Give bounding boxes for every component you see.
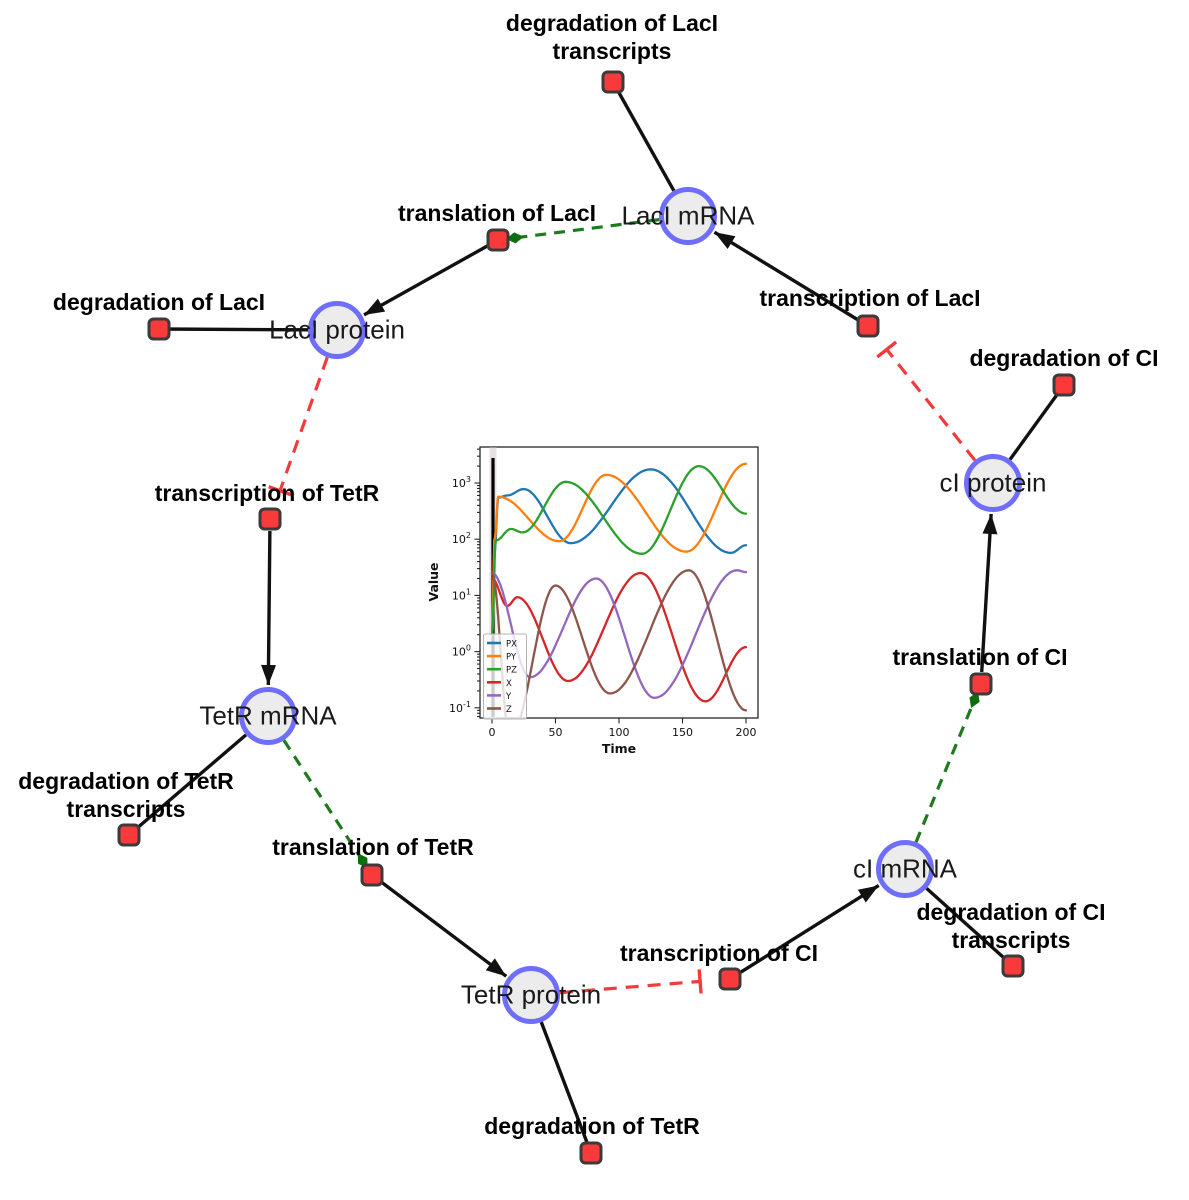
reaction-label-deg-ci: degradation of CI <box>969 345 1159 371</box>
reaction-node-tx-tetr[interactable] <box>258 507 282 531</box>
edge-production-tl-tetr-to-tetr-prot <box>380 880 508 978</box>
edge-production-tl-laci-to-laci-prot <box>363 244 489 317</box>
reaction-label-tl-ci: translation of CI <box>892 644 1068 670</box>
reaction-label-tx-tetr: transcription of TetR <box>154 480 380 506</box>
edge-modifier-ci-mrna-to-tl-ci <box>914 699 977 843</box>
chart-series-PZ <box>490 464 748 636</box>
arrow-head <box>261 664 277 686</box>
edge-inhibition-laci-prot-to-tx-tetr <box>278 356 329 492</box>
svg-text:0: 0 <box>489 726 496 739</box>
species-label-ci-mrna: cI mRNA <box>853 853 957 884</box>
reaction-node-deg-ci[interactable] <box>1052 373 1076 397</box>
reaction-node-tl-ci[interactable] <box>969 672 993 696</box>
edge-production-tx-laci-to-laci-mrna <box>713 230 859 322</box>
edge-consumption-ci-prot-to-deg-ci <box>1008 384 1066 461</box>
edge-consumption-ci-mrna-to-deg-ci-tx <box>925 887 1015 968</box>
species-node-tetr-prot[interactable] <box>502 966 560 1024</box>
svg-text:100: 100 <box>609 726 630 739</box>
species-label-ci-prot: cI protein <box>939 467 1047 498</box>
species-node-ci-prot[interactable] <box>964 454 1022 512</box>
modifier-diamond-head <box>969 691 980 709</box>
reaction-label-tx-ci: transcription of CI <box>619 940 819 966</box>
y-axis-label: Value <box>426 562 441 601</box>
edge-consumption-tetr-mrna-to-deg-tetr-tx <box>127 733 248 837</box>
chart-series-PY <box>490 462 748 636</box>
reaction-node-deg-laci-tx[interactable] <box>601 70 625 94</box>
arrow-head <box>982 513 998 535</box>
species-node-laci-prot[interactable] <box>308 301 366 359</box>
legend-box <box>483 633 527 720</box>
reaction-node-tx-laci[interactable] <box>856 314 880 338</box>
reaction-label-tl-laci: translation of LacI <box>397 200 597 226</box>
reaction-label-tx-laci: transcription of LacI <box>759 285 981 311</box>
modifier-diamond-head <box>505 232 524 244</box>
edge-inhibition-ci-prot-to-tx-laci <box>885 348 977 462</box>
edge-consumption-laci-mrna-to-deg-laci-tx <box>611 81 676 192</box>
chart-series-Z <box>490 569 748 718</box>
edge-consumption-laci-prot-to-deg-laci <box>158 327 309 332</box>
arrow-head <box>857 885 879 903</box>
edge-inhibition-tetr-prot-to-tx-ci <box>559 979 701 995</box>
svg-text:150: 150 <box>672 726 693 739</box>
reaction-label-deg-laci: degradation of LacI <box>52 289 266 315</box>
inhibition-tee-head <box>697 969 703 994</box>
x-axis-label: Time <box>602 741 636 756</box>
arrow-head <box>485 958 507 977</box>
reaction-node-deg-tetr[interactable] <box>579 1141 603 1165</box>
species-node-tetr-mrna[interactable] <box>239 687 297 745</box>
reaction-node-deg-ci-tx[interactable] <box>1001 954 1025 978</box>
legend-label-PY: PY <box>506 653 517 663</box>
legend-label-X: X <box>506 679 512 689</box>
reaction-label-deg-tetr-tx: degradation of TetR transcripts <box>18 768 234 822</box>
arrow-head <box>714 232 736 249</box>
reaction-label-tl-tetr: translation of TetR <box>272 834 474 860</box>
reaction-label-deg-ci-tx: degradation of CI transcripts <box>916 899 1106 953</box>
species-label-tetr-prot: TetR protein <box>460 979 602 1010</box>
reaction-label-deg-laci-tx: degradation of LacI transcripts <box>505 10 719 64</box>
edge-production-tx-ci-to-ci-mrna <box>739 884 880 975</box>
inhibition-tee-head <box>268 485 292 497</box>
edge-production-tx-tetr-to-tetr-mrna <box>266 530 272 686</box>
reaction-node-tl-tetr[interactable] <box>360 863 384 887</box>
species-node-ci-mrna[interactable] <box>876 840 934 898</box>
legend-label-Z: Z <box>506 705 512 715</box>
reaction-node-tl-laci[interactable] <box>486 228 510 252</box>
legend-label-PX: PX <box>506 640 517 650</box>
species-label-tetr-mrna: TetR mRNA <box>199 700 337 731</box>
chart-legend: PX PY PZ XYZ <box>483 633 527 720</box>
reaction-label-deg-tetr: degradation of TetR <box>484 1113 700 1139</box>
arrow-head <box>364 298 386 315</box>
edge-consumption-tetr-prot-to-deg-tetr <box>539 1021 593 1154</box>
reaction-node-tx-ci[interactable] <box>718 967 742 991</box>
legend-label-PZ: PZ <box>506 666 517 676</box>
species-label-laci-mrna: LacI mRNA <box>621 200 755 231</box>
inhibition-tee-head <box>876 340 898 359</box>
edge-modifier-tetr-mrna-to-tl-tetr <box>282 739 365 862</box>
legend-label-Y: Y <box>505 692 512 702</box>
species-node-laci-mrna[interactable] <box>659 187 717 245</box>
edge-production-tl-ci-to-ci-prot <box>980 513 993 673</box>
reaction-node-deg-laci[interactable] <box>147 317 171 341</box>
svg-text:50: 50 <box>549 726 563 739</box>
svg-text:200: 200 <box>736 726 757 739</box>
species-label-laci-prot: LacI protein <box>269 314 405 345</box>
edge-modifier-laci-mrna-to-tl-laci <box>514 218 660 240</box>
reaction-node-deg-tetr-tx[interactable] <box>117 823 141 847</box>
